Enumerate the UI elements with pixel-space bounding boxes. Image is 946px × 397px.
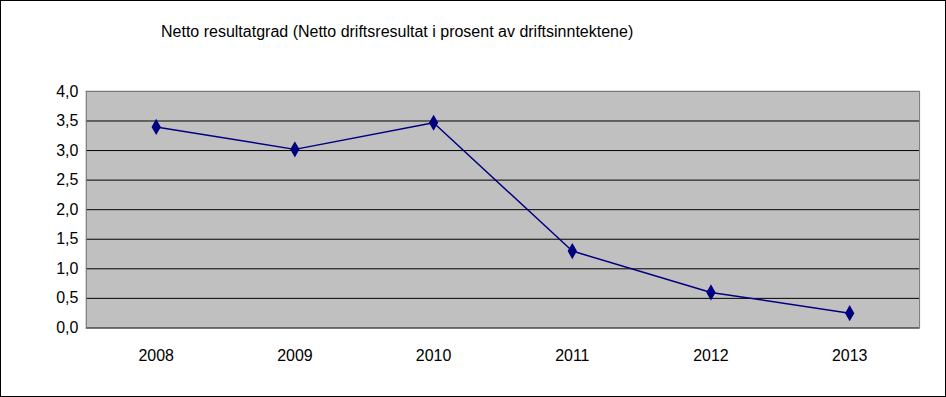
- svg-text:4,0: 4,0: [56, 83, 78, 100]
- svg-text:2010: 2010: [416, 347, 452, 364]
- svg-text:2,5: 2,5: [56, 171, 78, 188]
- svg-text:2008: 2008: [138, 347, 174, 364]
- svg-text:0,0: 0,0: [56, 319, 78, 336]
- svg-text:0,5: 0,5: [56, 289, 78, 306]
- svg-text:3,5: 3,5: [56, 112, 78, 129]
- svg-text:1,0: 1,0: [56, 260, 78, 277]
- svg-text:2,0: 2,0: [56, 201, 78, 218]
- svg-text:2011: 2011: [555, 347, 589, 364]
- svg-text:2009: 2009: [277, 347, 313, 364]
- html-text:Netto resultatgrad (Netto drif: Netto resultatgrad (Netto driftsresultat…: [161, 23, 634, 40]
- svg-text:1,5: 1,5: [56, 230, 78, 247]
- svg-text:2013: 2013: [832, 347, 868, 364]
- svg-text:3,0: 3,0: [56, 142, 78, 159]
- svg-text:2012: 2012: [693, 347, 729, 364]
